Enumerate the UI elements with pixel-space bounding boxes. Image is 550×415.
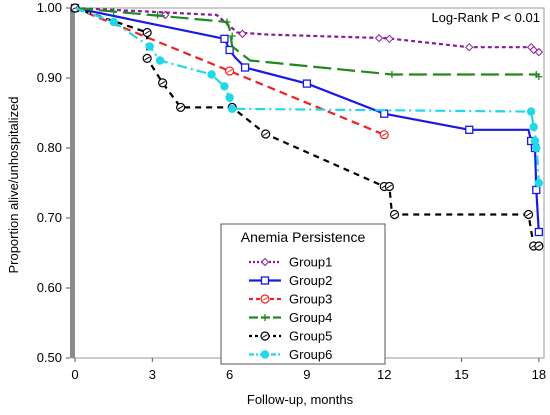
x-tick-label: 12 [377,367,391,382]
data-point-group2 [220,34,229,43]
x-tick-label: 9 [303,367,310,382]
data-point-group6 [220,82,229,91]
legend-marker [260,276,270,285]
legend-marker [261,314,269,321]
data-point-group6 [534,178,544,188]
data-point-group6 [145,42,154,51]
data-point-group3-slash [226,69,233,73]
legend-label: Group1 [289,255,332,270]
legend-item-group4: Group4 [249,310,332,325]
data-point-group5-slash [177,105,184,110]
series-group4 [71,4,543,81]
data-point-group5-slash [536,244,542,248]
data-point-group4 [153,11,161,19]
legend-label: Group3 [289,292,332,307]
data-point-group1 [465,42,474,52]
legend-box [220,223,386,365]
legend-item-group6: Group6 [249,347,332,362]
data-point-group6 [109,17,118,27]
y-tick-label: 0.90 [37,70,62,85]
y-axis-ticks: 0.50 0.60 0.70 0.80 0.90 1.00 [37,0,70,365]
data-point-group1 [238,29,247,39]
legend-item-group1: Group1 [249,255,332,270]
data-point-group6 [530,136,540,146]
legend-items: Group1 Group2 Group3 Group4 Group5 Group6 [249,255,332,362]
data-point-group5-slash [144,30,150,35]
data-point-group5-slash [262,132,269,136]
data-point-group5-slash [391,212,398,217]
legend-label: Group4 [289,310,332,325]
x-tick-label: 3 [149,367,156,382]
data-point-group5-slash [525,212,532,217]
data-point-group6 [207,70,216,79]
x-tick-label: 15 [454,367,468,382]
y-tick-label: 1.00 [37,0,62,15]
data-point-group1 [534,47,544,57]
legend-marker-slash [262,334,268,338]
x-tick-label: 6 [226,367,233,382]
x-axis-ticks: 0 3 6 9 12 15 18 [71,358,546,382]
y-axis-title: Proportion alive/unhospitalized [6,96,21,273]
data-point-group5-slash [386,184,393,189]
data-point-group2 [302,79,312,88]
y-axis-bar [70,8,75,358]
y-tick-label: 0.80 [37,140,62,155]
data-point-group2 [534,227,543,237]
data-point-group1 [385,34,394,44]
legend-label: Group2 [289,273,332,288]
y-tick-label: 0.60 [37,280,62,295]
data-point-group4 [388,71,396,78]
data-point-group2 [225,45,234,55]
y-tick-label: 0.50 [37,350,62,365]
data-point-group4 [223,18,231,26]
data-point-group6 [155,56,165,65]
legend-item-group3: Group3 [249,292,332,307]
series-layer [70,3,544,251]
data-point-group4 [535,73,543,81]
data-point-group6 [227,104,237,114]
legend-marker [260,350,270,359]
data-point-group6 [532,143,541,153]
legend-title: Anemia Persistence [241,229,366,245]
data-point-group6 [526,107,536,116]
legend-marker-slash [262,297,268,301]
legend: Anemia Persistence Group1Group2Group3Gro… [220,223,386,365]
x-axis-title: Follow-up, months [247,392,354,407]
data-point-group2 [532,185,541,195]
data-point-group4 [228,32,236,40]
legend-item-group5: Group5 [249,329,332,344]
x-tick-label: 18 [532,367,546,382]
annotation-logrank: Log-Rank P < 0.01 [431,10,540,25]
legend-label: Group6 [289,347,332,362]
legend-item-group2: Group2 [249,273,332,288]
data-point-group2 [240,63,250,72]
data-point-group1 [374,33,384,43]
data-point-group5-slash [159,80,166,85]
data-point-group2 [465,125,474,134]
data-point-group4 [110,8,118,15]
data-point-group5-slash [144,56,150,61]
y-tick-label: 0.70 [37,210,62,225]
legend-marker [260,257,270,267]
data-point-group6 [529,122,538,132]
data-point-group3-slash [381,132,387,137]
legend-label: Group5 [289,329,332,344]
x-tick-label: 0 [71,367,78,382]
data-point-group6 [225,93,234,102]
series-group6 [74,6,544,188]
